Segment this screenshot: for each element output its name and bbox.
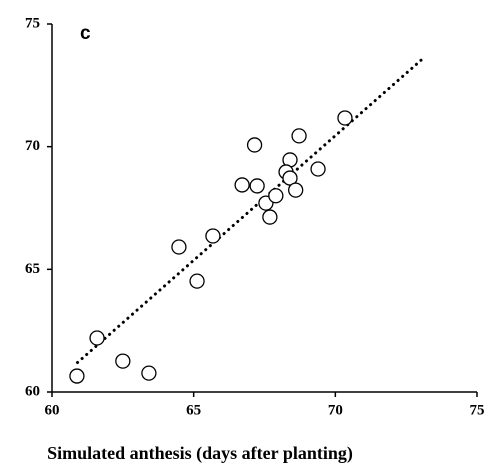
- data-point: [171, 239, 187, 255]
- data-point: [69, 368, 85, 384]
- trend-line: [76, 56, 425, 365]
- data-point: [310, 161, 326, 177]
- x-tick-label: 60: [45, 402, 60, 418]
- y-tick-label: 65: [25, 261, 40, 277]
- data-point: [189, 273, 205, 289]
- y-tick-label: 75: [25, 15, 40, 31]
- data-point: [291, 128, 307, 144]
- data-point: [246, 137, 263, 153]
- x-axis-label: Simulated anthesis (days after planting): [47, 443, 353, 464]
- data-point: [337, 110, 353, 126]
- data-point: [268, 188, 284, 204]
- data-point: [234, 177, 250, 193]
- y-tick-label: 70: [25, 138, 40, 154]
- y-tick-label: 60: [25, 383, 40, 399]
- data-point: [89, 330, 105, 346]
- x-tick-label: 75: [470, 402, 485, 418]
- x-tick-label: 70: [328, 402, 343, 418]
- data-point: [262, 209, 278, 225]
- data-point: [249, 178, 265, 194]
- x-tick-label: 65: [186, 402, 201, 418]
- data-point: [141, 365, 157, 381]
- panel-label: c: [80, 23, 91, 44]
- data-point: [115, 353, 131, 369]
- data-point: [205, 228, 221, 244]
- data-point: [288, 182, 304, 198]
